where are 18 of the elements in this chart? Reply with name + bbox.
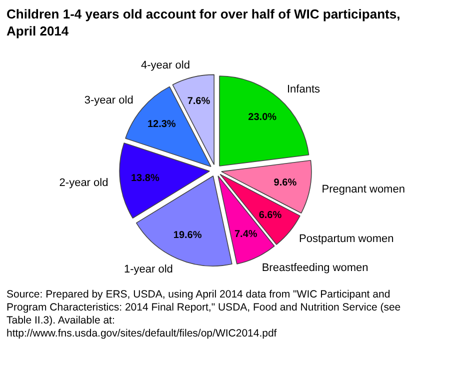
slice-label: Pregnant women: [322, 184, 405, 196]
data-label: 6.6%: [258, 210, 282, 221]
slice-label: Breastfeeding women: [262, 262, 368, 274]
slice-label: 1-year old: [124, 264, 173, 276]
data-label: 13.8%: [130, 173, 160, 184]
data-label: 9.6%: [274, 178, 297, 189]
slice-label: 4-year old: [141, 60, 190, 72]
data-label: 7.4%: [234, 228, 258, 240]
slice-label: Infants: [286, 84, 320, 96]
data-label: 12.3%: [147, 119, 176, 130]
slice-label: 3-year old: [84, 94, 134, 106]
source-note: Source: Prepared by ERS, USDA, using April 2014 data from "WIC Participant and Program Characteristics: 2014 Final Report," USDA, Food and Nutrition Service (see Table II.3). Available at: http://www.fns.usda.gov/sites/default/files/op/WIC2014.pdf: [6, 288, 401, 340]
chart-title: Children 1-4 years old account for over half of WIC participants, April 2014: [6, 6, 400, 38]
data-label: 23.0%: [248, 112, 277, 123]
data-label: 7.6%: [187, 96, 210, 108]
data-label: 19.6%: [173, 230, 202, 242]
slice-label: Postpartum women: [298, 233, 394, 246]
slice-label: 2-year old: [59, 176, 108, 189]
